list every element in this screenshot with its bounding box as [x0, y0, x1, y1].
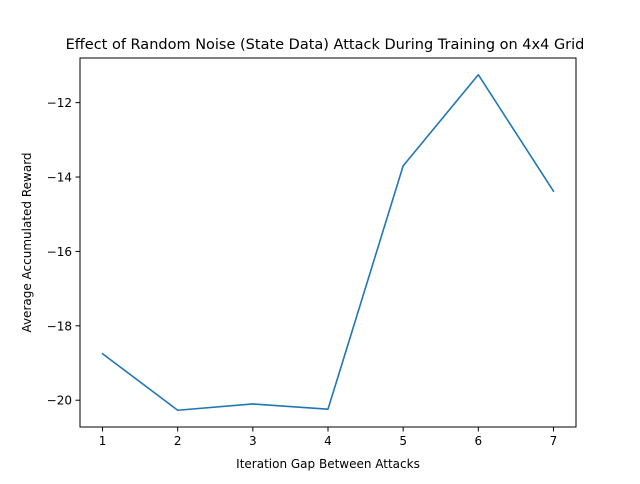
y-tick-label: −14 [47, 171, 72, 185]
plot-area [79, 57, 577, 428]
x-tick-label: 5 [399, 434, 407, 448]
y-axis-label: Average Accumulated Reward [20, 152, 34, 332]
x-tick-label: 2 [174, 434, 182, 448]
x-tick-label: 3 [249, 434, 257, 448]
axes-frame [79, 57, 577, 428]
y-tick-label: −18 [47, 319, 72, 333]
x-tick-label: 4 [324, 434, 332, 448]
x-axis-ticks: 1 2 3 4 5 6 7 [99, 427, 558, 448]
x-axis-label: Iteration Gap Between Attacks [236, 457, 420, 471]
series-line [101, 73, 555, 412]
chart-title: Effect of Random Noise (State Data) Atta… [66, 37, 585, 53]
series-layer [101, 73, 555, 412]
y-axis-ticks: −20 −18 −16 −14 −12 [47, 96, 80, 408]
x-tick-label: 1 [99, 434, 107, 448]
y-tick-label: −12 [47, 96, 72, 110]
x-tick-label: 6 [474, 434, 482, 448]
y-tick-label: −16 [47, 245, 72, 259]
x-tick-label: 7 [550, 434, 558, 448]
y-tick-label: −20 [47, 394, 72, 408]
